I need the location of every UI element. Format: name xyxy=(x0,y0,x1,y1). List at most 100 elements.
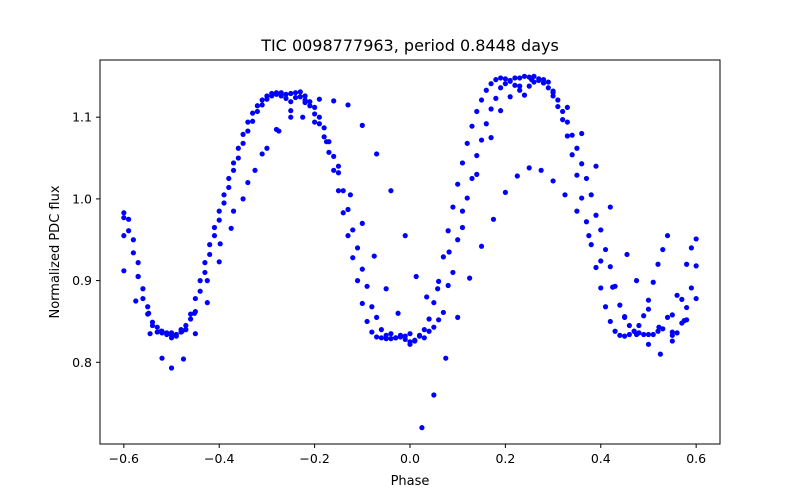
data-point xyxy=(540,80,547,86)
data-point xyxy=(467,275,473,281)
data-point xyxy=(245,119,251,125)
data-point xyxy=(624,251,630,258)
data-point xyxy=(560,108,566,115)
data-point xyxy=(216,259,222,265)
data-point xyxy=(135,273,141,280)
data-point xyxy=(598,258,604,264)
data-point xyxy=(374,314,380,320)
data-point xyxy=(207,251,213,258)
data-point xyxy=(378,327,384,333)
data-point xyxy=(312,111,318,117)
x-axis-label: Phase xyxy=(391,474,430,489)
data-point xyxy=(335,163,342,169)
data-point xyxy=(345,102,351,108)
data-point xyxy=(538,167,544,173)
data-point xyxy=(550,90,556,96)
data-point xyxy=(168,365,175,371)
data-point xyxy=(626,322,632,329)
data-point xyxy=(586,233,592,239)
data-point xyxy=(359,220,365,226)
data-point xyxy=(593,212,599,218)
chart-title: TIC 0098777963, period 0.8448 days xyxy=(260,36,559,55)
data-point xyxy=(369,329,375,335)
data-point xyxy=(593,264,599,271)
data-point xyxy=(350,255,356,261)
data-point xyxy=(474,152,480,159)
data-point xyxy=(191,310,198,316)
data-point xyxy=(354,245,361,251)
data-point xyxy=(478,97,485,103)
data-point xyxy=(579,161,585,167)
data-point xyxy=(526,83,532,89)
data-point xyxy=(402,233,408,239)
data-point xyxy=(283,95,289,101)
data-point xyxy=(288,114,294,120)
data-point xyxy=(560,117,566,123)
data-point xyxy=(340,188,346,194)
data-point xyxy=(622,313,628,320)
data-point xyxy=(583,175,590,182)
data-point xyxy=(312,104,318,110)
data-point xyxy=(569,152,575,158)
data-point xyxy=(512,82,518,88)
data-point xyxy=(288,99,294,105)
data-point xyxy=(312,119,318,125)
data-point xyxy=(607,204,613,210)
data-point xyxy=(326,149,332,155)
data-point xyxy=(292,90,299,96)
data-point xyxy=(545,79,551,85)
data-point xyxy=(478,137,485,143)
data-point xyxy=(383,332,389,338)
x-tick-label: −0.6 xyxy=(109,451,139,466)
data-point xyxy=(250,110,256,116)
x-tick-label: 0.2 xyxy=(495,451,515,466)
data-point xyxy=(407,331,413,337)
data-point xyxy=(340,210,346,216)
data-point xyxy=(383,286,389,292)
data-point xyxy=(235,145,241,151)
data-point xyxy=(204,300,210,306)
y-tick-label: 0.9 xyxy=(72,273,92,288)
data-point xyxy=(345,233,351,239)
data-point xyxy=(550,178,556,184)
data-point xyxy=(335,188,342,194)
data-point xyxy=(617,302,623,308)
x-tick-label: 0.6 xyxy=(686,451,706,466)
data-point xyxy=(521,73,528,79)
data-point xyxy=(240,196,246,202)
data-point xyxy=(158,328,164,334)
data-point xyxy=(388,336,394,342)
data-point xyxy=(555,97,561,103)
data-point xyxy=(579,195,585,201)
data-point xyxy=(555,103,561,110)
data-point xyxy=(536,76,542,82)
data-point xyxy=(374,334,380,340)
data-point xyxy=(145,304,151,310)
data-point xyxy=(464,140,470,146)
data-point xyxy=(656,324,662,330)
data-point xyxy=(650,279,656,285)
data-point xyxy=(121,210,127,216)
data-point xyxy=(593,163,599,169)
data-point xyxy=(359,266,365,272)
data-point xyxy=(146,310,152,316)
data-point xyxy=(316,121,322,127)
data-point xyxy=(645,331,652,338)
data-point xyxy=(650,331,656,338)
data-point xyxy=(469,175,475,182)
data-point xyxy=(173,333,179,339)
y-tick-label: 1.0 xyxy=(72,191,92,206)
data-point xyxy=(416,332,423,338)
data-point xyxy=(622,333,628,339)
data-point xyxy=(168,330,175,336)
data-point xyxy=(474,108,480,115)
data-point xyxy=(498,85,504,91)
data-point xyxy=(307,103,313,109)
data-point xyxy=(426,328,432,334)
data-point xyxy=(154,324,160,330)
data-point xyxy=(424,294,430,300)
data-point xyxy=(192,331,198,337)
data-point xyxy=(302,93,308,99)
data-point xyxy=(574,208,580,214)
